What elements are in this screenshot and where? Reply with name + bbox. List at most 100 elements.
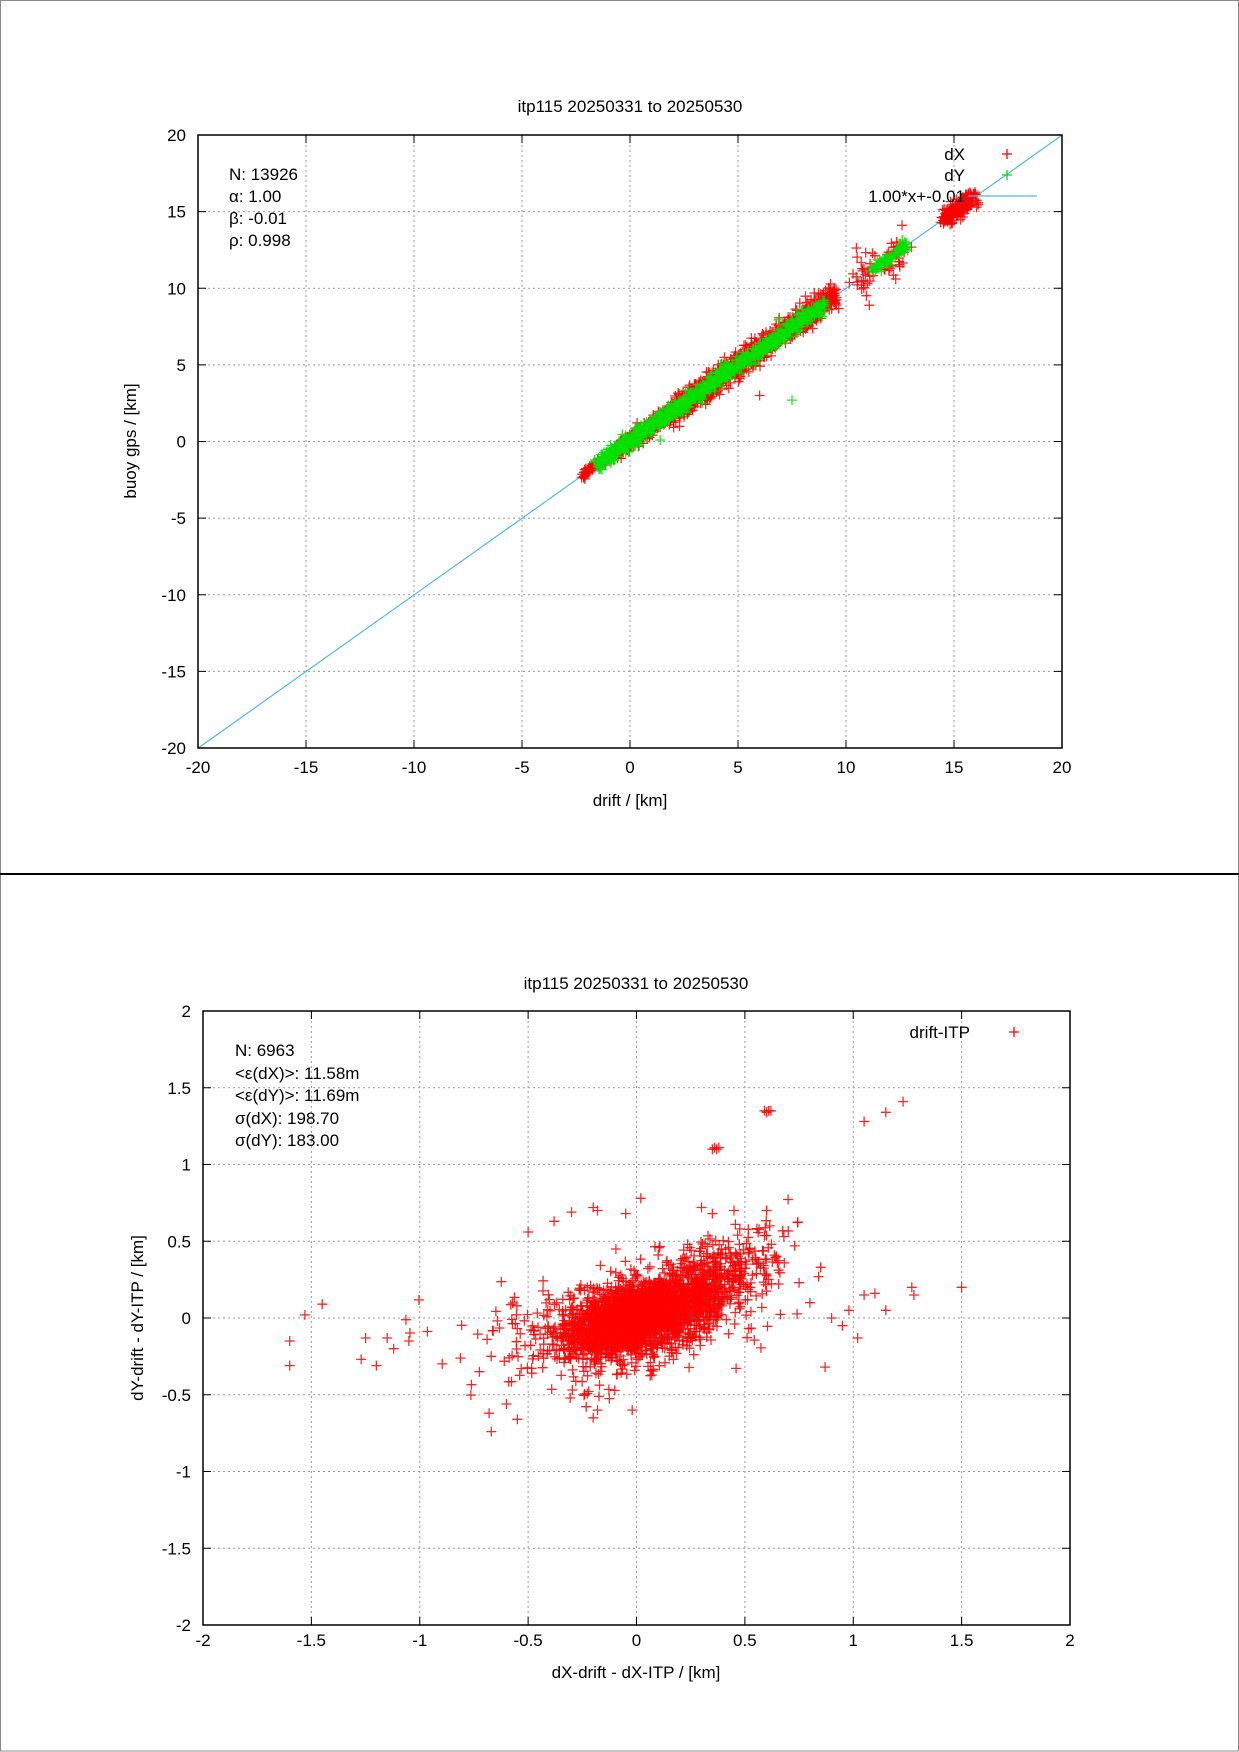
legend-label-dy: dY	[944, 166, 965, 185]
point-dx	[961, 195, 972, 206]
y-tick-label: 15	[167, 203, 186, 222]
point-drift-itp	[611, 1369, 622, 1380]
point-dy	[783, 325, 794, 336]
point-dy	[654, 419, 665, 430]
y-tick-label: 10	[167, 279, 186, 298]
point-dy	[593, 458, 604, 469]
x-tick-label: 20	[1053, 758, 1072, 777]
point-dy	[601, 447, 612, 458]
point-dy	[634, 432, 645, 443]
point-dy	[819, 295, 830, 306]
point-dy	[654, 407, 665, 417]
x-tick-label: 10	[837, 758, 856, 777]
legend-label-fit: 1.00*x+-0.01	[868, 187, 965, 206]
point-dy	[630, 441, 641, 452]
point-dx	[794, 298, 805, 309]
point-dx	[774, 312, 785, 323]
point-dy	[719, 358, 730, 369]
point-dx	[851, 271, 862, 282]
point-dy	[787, 315, 798, 326]
point-dx	[852, 252, 863, 263]
point-dx	[668, 422, 679, 433]
x-axis-label: drift / [km]	[593, 791, 668, 810]
point-dy	[757, 343, 768, 354]
point-drift-itp	[605, 1266, 616, 1277]
stat-n: N: 13926	[229, 165, 298, 184]
legend: dX dY 1.00*x+-0.01	[868, 145, 1037, 206]
stat-beta: β: -0.01	[229, 209, 287, 228]
point-dy	[671, 403, 682, 414]
point-drift-itp	[610, 1267, 621, 1278]
point-dy	[640, 427, 651, 438]
y-tick-label: 5	[177, 356, 186, 375]
point-dy	[745, 357, 756, 368]
x-tick-label: -10	[402, 758, 427, 777]
chart-title: itp115 20250331 to 20250530	[524, 974, 749, 993]
point-dx	[734, 372, 745, 383]
point-dy	[886, 251, 897, 262]
point-dy	[663, 414, 674, 425]
point-dx	[894, 261, 905, 272]
point-drift-itp	[511, 1300, 522, 1311]
point-dx	[973, 197, 984, 208]
x-tick-label: -15	[294, 758, 319, 777]
point-dy	[642, 422, 653, 432]
point-dy	[794, 313, 805, 324]
point-dy	[773, 314, 784, 325]
legend-label-dx: dX	[944, 145, 965, 164]
point-dy	[869, 262, 879, 273]
top-chart: itp115 20250331 to 20250530 drift / [km]…	[121, 97, 1071, 810]
point-dy	[655, 435, 666, 445]
point-dy	[880, 258, 890, 269]
point-dy	[731, 351, 742, 362]
point-dy	[772, 325, 783, 336]
point-dx	[829, 295, 840, 306]
point-dx	[963, 200, 974, 210]
point-dy	[596, 449, 607, 460]
x-tick-label: 15	[945, 758, 964, 777]
point-drift-itp	[615, 1270, 626, 1281]
point-dy	[613, 438, 624, 449]
point-dy	[723, 365, 734, 376]
point-dx	[754, 390, 765, 401]
point-dx	[851, 243, 862, 253]
y-tick-label: 0	[177, 433, 186, 452]
stat-rho: ρ: 0.998	[229, 231, 291, 250]
point-dx	[965, 189, 976, 200]
point-dy	[766, 334, 777, 345]
point-dy	[792, 325, 803, 336]
point-dx	[861, 290, 872, 301]
point-dy	[770, 343, 781, 354]
y-axis-label: buoy gps / [km]	[121, 383, 140, 498]
point-dy	[758, 345, 769, 356]
point-drift-itp	[644, 1261, 655, 1272]
point-dy	[682, 402, 693, 413]
point-dy	[697, 398, 708, 409]
point-dx	[723, 383, 734, 394]
point-drift-itp	[729, 1319, 740, 1329]
point-dx	[947, 208, 958, 219]
point-dy	[692, 387, 702, 398]
x-tick-label: 5	[733, 758, 742, 777]
point-dx	[971, 202, 982, 213]
point-dy	[754, 338, 765, 349]
stat-alpha: α: 1.00	[229, 187, 281, 206]
point-dx	[741, 364, 752, 375]
point-drift-itp	[657, 1263, 668, 1274]
legend-marker-dy	[1002, 170, 1012, 180]
point-dy	[897, 235, 908, 245]
point-dy	[797, 304, 808, 315]
chart-title: itp115 20250331 to 20250530	[518, 97, 743, 116]
point-dx	[945, 196, 956, 207]
point-dy	[687, 391, 698, 402]
x-tick-label: -20	[186, 758, 211, 777]
point-dy	[701, 380, 712, 391]
point-dy	[749, 349, 760, 360]
point-dx	[859, 264, 869, 275]
point-dx	[958, 204, 968, 215]
point-drift-itp	[621, 1369, 632, 1380]
point-drift-itp	[761, 1286, 772, 1297]
point-dx	[869, 250, 880, 261]
point-drift-itp	[642, 1263, 653, 1274]
point-dx	[955, 197, 965, 208]
